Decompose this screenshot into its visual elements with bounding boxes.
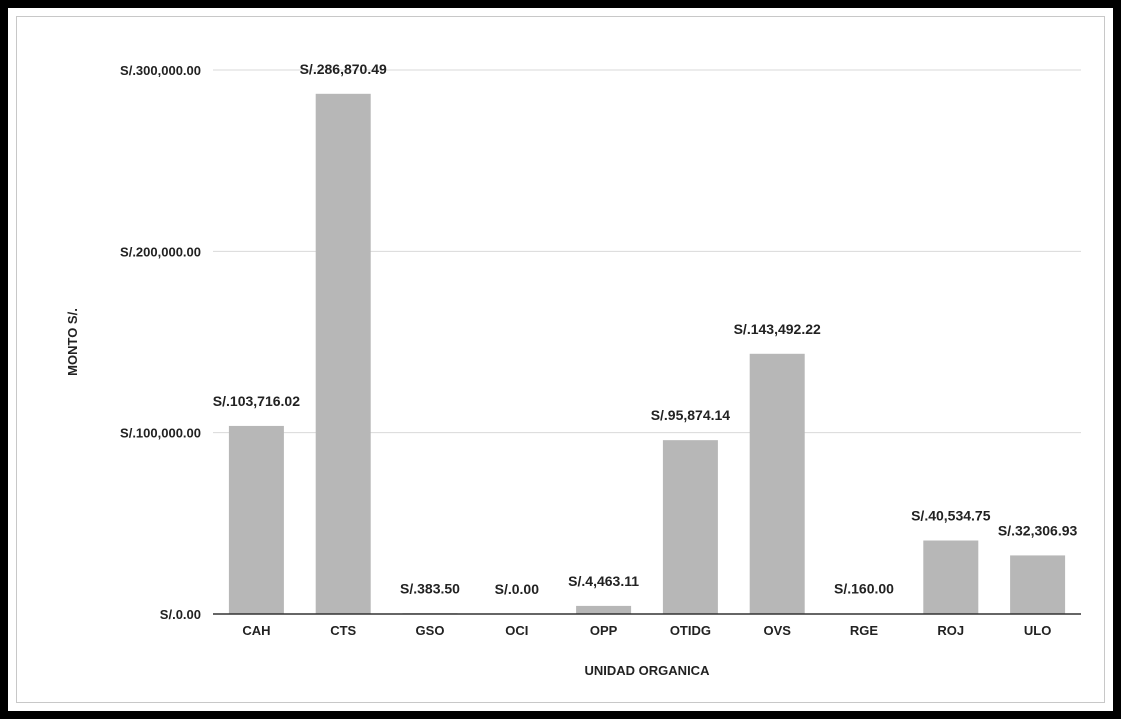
bar-roj bbox=[923, 540, 979, 614]
data-label-oci: S/.0.00 bbox=[495, 581, 540, 597]
data-label-rge: S/.160.00 bbox=[834, 581, 894, 597]
bar-otidg bbox=[662, 440, 718, 614]
y-tick-label: S/.200,000.00 bbox=[120, 244, 201, 259]
bar-cah bbox=[228, 425, 284, 614]
x-axis-categories: CAH CTS GSO OCI OPP OTIDG OVS RGE ROJ ULO bbox=[242, 623, 1051, 638]
bar-ulo bbox=[1010, 555, 1066, 614]
data-label-roj: S/.40,534.75 bbox=[911, 507, 991, 523]
y-tick-label: S/.100,000.00 bbox=[120, 426, 201, 441]
x-category-label: CAH bbox=[242, 623, 270, 638]
data-label-opp: S/.4,463.11 bbox=[568, 573, 639, 589]
data-label-otidg: S/.95,874.14 bbox=[651, 407, 731, 423]
x-category-label: OVS bbox=[763, 623, 791, 638]
x-category-label: GSO bbox=[416, 623, 445, 638]
data-label-gso: S/.383.50 bbox=[400, 580, 460, 596]
x-category-label: ULO bbox=[1024, 623, 1051, 638]
x-category-label: OPP bbox=[590, 623, 618, 638]
data-label-cts: S/.286,870.49 bbox=[300, 61, 387, 77]
y-axis-title: MONTO S/. bbox=[65, 308, 80, 376]
bar-opp bbox=[576, 605, 632, 614]
x-category-label: CTS bbox=[330, 623, 356, 638]
chart-area: S/.0.00 S/.100,000.00 S/.200,000.00 S/.300,… bbox=[16, 16, 1105, 703]
x-category-label: OTIDG bbox=[670, 623, 711, 638]
bar-cts bbox=[315, 93, 371, 615]
x-category-label: ROJ bbox=[937, 623, 964, 638]
bars bbox=[228, 93, 1066, 615]
data-label-ovs: S/.143,492.22 bbox=[734, 321, 821, 337]
y-axis-ticks: S/.0.00 S/.100,000.00 S/.200,000.00 S/.300,… bbox=[120, 63, 201, 622]
y-tick-label: S/.300,000.00 bbox=[120, 63, 201, 78]
x-category-label: RGE bbox=[850, 623, 879, 638]
data-label-ulo: S/.32,306.93 bbox=[998, 522, 1078, 538]
x-category-label: OCI bbox=[505, 623, 528, 638]
bar-chart: S/.0.00 S/.100,000.00 S/.200,000.00 S/.300,… bbox=[65, 61, 1081, 678]
bar-ovs bbox=[749, 353, 805, 614]
x-axis-title: UNIDAD ORGANICA bbox=[585, 663, 711, 678]
y-tick-label: S/.0.00 bbox=[160, 607, 201, 622]
data-labels: S/.103,716.02 S/.286,870.49 S/.383.50 S/.0.… bbox=[213, 61, 1078, 597]
data-label-cah: S/.103,716.02 bbox=[213, 393, 300, 409]
